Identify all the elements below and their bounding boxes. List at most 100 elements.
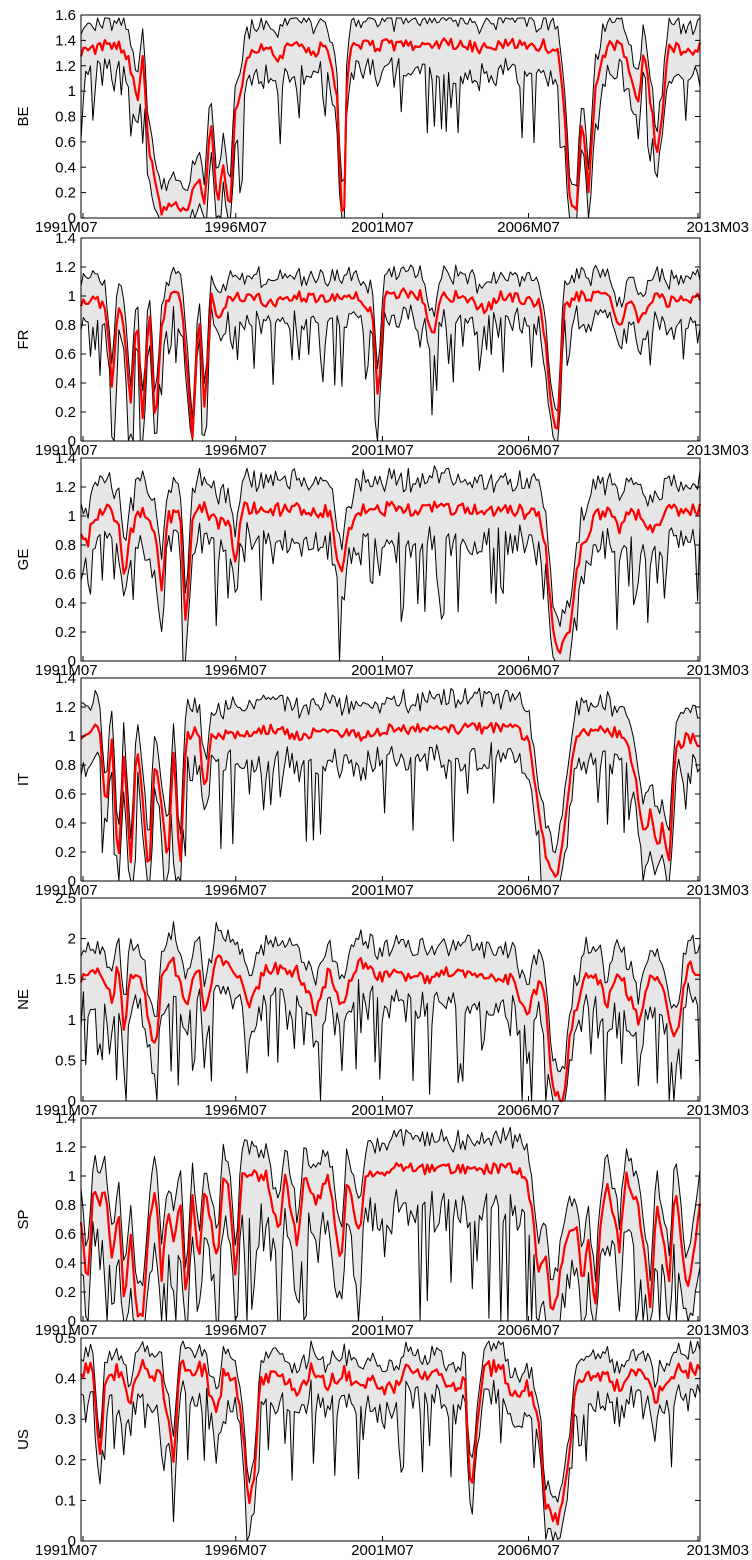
panel-be: 0 0.2 0.4 0.6 0.8 1 1.2 1.4 1.6 1991M07 1996M07 200… [15,7,749,236]
x-tick-label: 1991M07 [35,662,98,679]
panel-sp: 0 0.2 0.4 0.6 0.8 1 1.2 1.4 1991M07 1996M07 2001M0… [15,1110,749,1339]
confidence-band [81,921,700,1101]
x-tick-label: 2013M03 [686,219,749,236]
upper-bound-line [80,17,701,192]
y-axis-label: NE [15,989,32,1010]
axes-frame [80,1337,701,1542]
x-tick-label: 2001M07 [351,442,414,459]
y-tick-label: 1 [68,288,76,305]
x-tick-label: 1991M07 [35,1102,98,1119]
y-axis-label: FR [15,329,32,349]
y-tick-label: 1 [68,1168,76,1185]
y-tick-label: 1 [68,83,76,100]
x-tick-label: 2001M07 [351,662,414,679]
y-tick-label: 1.2 [55,259,76,276]
upper-bound-line [80,1126,701,1287]
axes-frame [80,237,701,442]
y-tick-label: 2 [68,931,76,948]
median-line [80,721,700,878]
confidence-band [81,18,700,218]
y-tick-label: 0.2 [55,1284,76,1301]
y-tick-label: 0.2 [55,404,76,421]
y-tick-label: 0.2 [55,1452,76,1469]
median-line [80,1358,701,1526]
y-tick-label: 0.2 [55,624,76,641]
y-tick-label: 0.1 [55,1492,76,1509]
y-tick-label: 0.8 [55,109,76,126]
y-tick-label: 0.2 [55,185,76,202]
axes-frame [80,1117,701,1322]
y-tick-label: 0.3 [55,1411,76,1428]
y-tick-label: 0.8 [55,1197,76,1214]
x-tick-label: 1996M07 [204,882,267,899]
y-tick-label: 1.2 [55,1139,76,1156]
confidence-band [81,688,700,881]
y-tick-label: 1.4 [55,1110,76,1127]
x-tick-label: 2001M07 [351,1542,414,1559]
y-tick-label: 2.5 [55,890,76,907]
y-tick-label: 0 [68,653,76,670]
y-tick-label: 1.6 [55,7,76,24]
x-tick-label: 2013M03 [686,442,749,459]
axes-frame [80,457,701,662]
y-axis-label: US [15,1429,32,1450]
x-tick-label: 2013M03 [686,882,749,899]
y-tick-label: 0.6 [55,134,76,151]
y-tick-label: 1 [68,728,76,745]
panel-it: 0 0.2 0.4 0.6 0.8 1 1.2 1.4 1991M07 1996M07 2001M0… [15,670,749,899]
x-tick-label: 1991M07 [35,1542,98,1559]
x-tick-label: 2001M07 [351,1322,414,1339]
upper-bound-line [80,1340,701,1503]
x-tick-label: 1996M07 [204,1542,267,1559]
x-tick-label: 2001M07 [351,219,414,236]
y-tick-label: 1.2 [55,699,76,716]
x-tick-label: 2001M07 [351,882,414,899]
y-tick-label: 1.4 [55,32,76,49]
x-tick-label: 2006M07 [497,219,560,236]
x-tick-label: 2006M07 [497,882,560,899]
y-tick-label: 0.5 [55,1330,76,1347]
y-tick-label: 0.4 [55,159,76,176]
x-tick-label: 2006M07 [497,1102,560,1119]
median-line [79,287,702,440]
y-axis-label: SP [15,1209,32,1229]
y-tick-label: 0.5 [55,1052,76,1069]
upper-bound-line [80,921,701,1073]
upper-bound-line [80,465,701,627]
y-tick-label: 1.2 [55,479,76,496]
lower-bound-line [80,742,701,882]
y-tick-label: 0.6 [55,346,76,363]
y-tick-label: 0.4 [55,595,76,612]
x-tick-label: 1991M07 [35,1322,98,1339]
y-tick-label: 1.5 [55,971,76,988]
y-axis-label: BE [15,106,32,126]
x-tick-label: 1996M07 [204,219,267,236]
y-tick-label: 1.4 [55,230,76,247]
axes-frame [80,677,701,882]
y-tick-label: 0 [68,1093,76,1110]
upper-bound-line [80,264,701,420]
upper-bound-line [80,687,701,854]
y-tick-label: 0.6 [55,786,76,803]
x-tick-label: 2013M03 [686,662,749,679]
y-tick-label: 1 [68,508,76,525]
y-tick-label: 0.6 [55,566,76,583]
x-tick-label: 2006M07 [497,442,560,459]
panel-ne: 0 0.5 1 1.5 2 2.5 1991M07 1996M07 2001M07 2006M07… [15,890,749,1119]
panel-fr: 0 0.2 0.4 0.6 0.8 1 1.2 1.4 1991M07 1996M07 2001M0… [15,230,749,459]
x-tick-label: 2006M07 [497,662,560,679]
x-tick-label: 2006M07 [497,1322,560,1339]
x-tick-label: 1991M07 [35,882,98,899]
median-line [79,37,702,216]
axes-frame [80,897,701,1102]
x-tick-label: 2013M03 [686,1322,749,1339]
x-tick-label: 1996M07 [204,1322,267,1339]
lower-bound-line [80,1379,701,1542]
y-tick-label: 0.4 [55,1255,76,1272]
x-tick-label: 2013M03 [686,1102,749,1119]
confidence-band [81,265,700,441]
panel-ge: 0 0.2 0.4 0.6 0.8 1 1.2 1.4 1991M07 1996M07 2001M0… [15,450,749,679]
y-tick-label: 0.4 [55,815,76,832]
y-tick-label: 0.8 [55,317,76,334]
